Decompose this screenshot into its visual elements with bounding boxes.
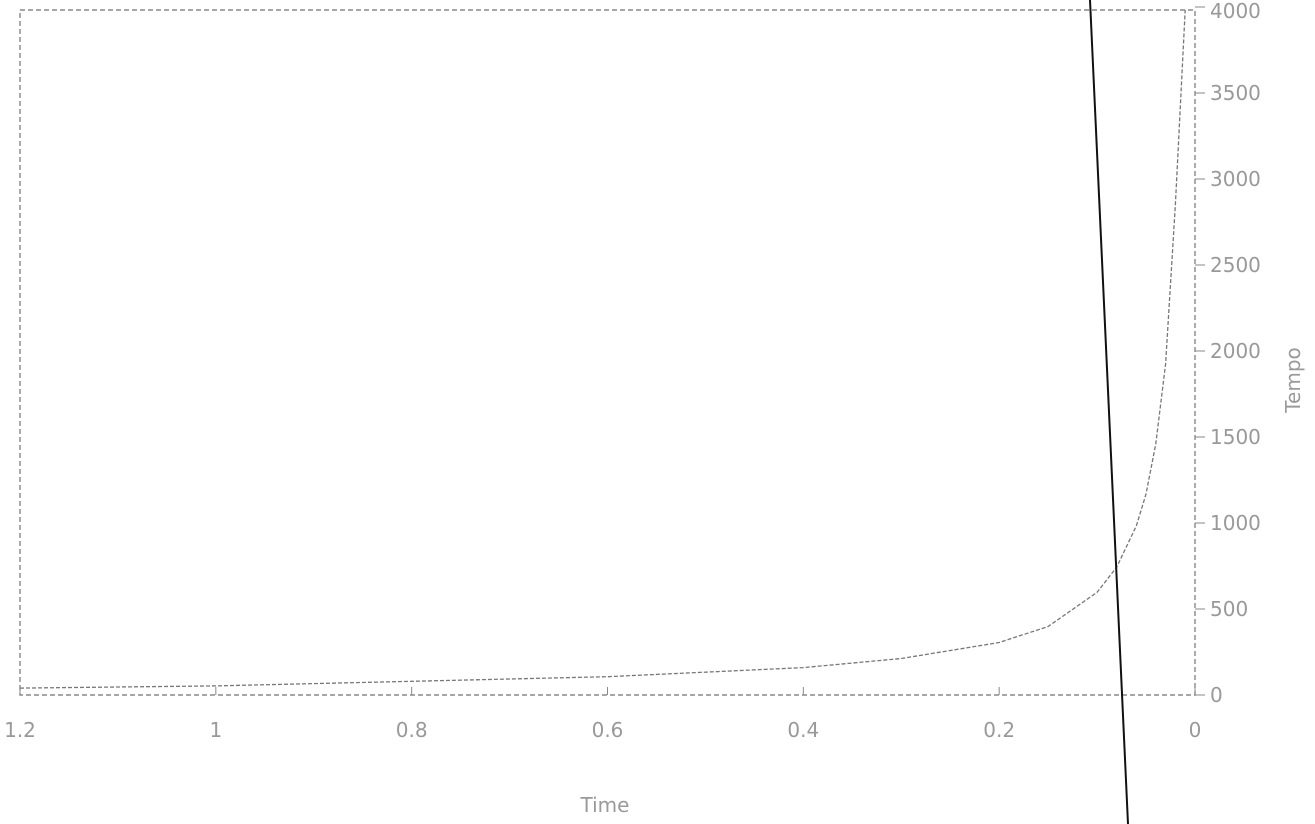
y-tick-label: 3500 (1210, 81, 1261, 105)
y-tick-label: 4000 (1210, 0, 1261, 23)
y-axis-label: Tempo (1281, 347, 1305, 414)
x-tick-label: 0.2 (983, 718, 1015, 742)
plot-frame (19, 9, 1196, 696)
vertical-marker-line (1089, 0, 1129, 824)
x-axis-label: Time (580, 793, 630, 817)
x-ticks: 1.2 1 0.8 0.6 0.4 0.2 0 (4, 687, 1201, 742)
x-tick-label: 1 (209, 718, 222, 742)
y-tick-label: 2000 (1210, 339, 1261, 363)
y-tick-label: 500 (1210, 597, 1248, 621)
y-tick-label: 3000 (1210, 167, 1261, 191)
x-tick-label: 0 (1189, 718, 1202, 742)
y-tick-label: 2500 (1210, 253, 1261, 277)
x-tick-label: 0.8 (396, 718, 428, 742)
y-tick-label: 1500 (1210, 425, 1261, 449)
y-tick-label: 1000 (1210, 511, 1261, 535)
y-ticks: 0 500 1000 1500 2000 2500 3000 3500 4000 (1195, 0, 1261, 707)
x-tick-label: 1.2 (4, 718, 36, 742)
series-line (19, 9, 1186, 689)
x-tick-label: 0.4 (787, 718, 819, 742)
x-tick-label: 0.6 (592, 718, 624, 742)
y-tick-label: 0 (1210, 683, 1223, 707)
